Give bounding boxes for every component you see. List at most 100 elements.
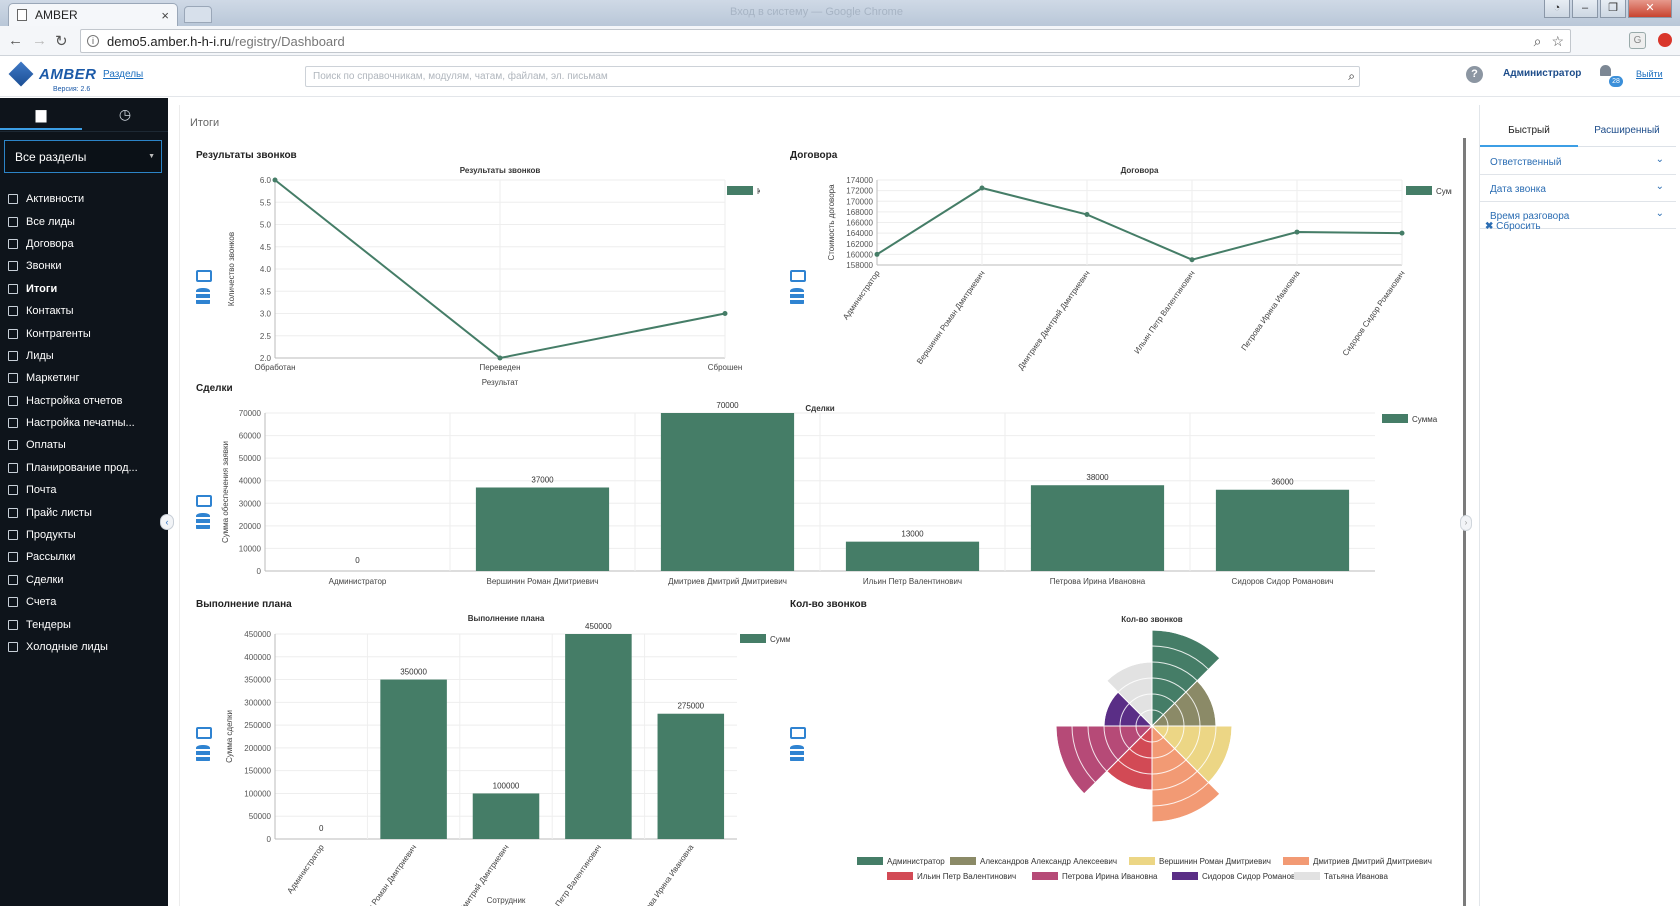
sidebar-item[interactable]: Рассылки [0,546,168,568]
sidebar-item[interactable]: Маркетинг [0,367,168,389]
folder-icon[interactable]: ▆ [0,106,82,130]
maximize-icon[interactable]: ❐ [1600,0,1626,18]
legend-swatch [1406,186,1432,195]
bookmark-star-icon[interactable]: ☆ [1551,32,1564,49]
sidebar-item-label: Контрагенты [26,327,91,340]
panel-title-contracts: Договора [790,150,838,161]
sidebar-item[interactable]: Сделки [0,569,168,591]
export-icon[interactable] [790,270,806,282]
database-icon[interactable] [790,745,804,763]
sidebar-item[interactable]: Лиды [0,345,168,367]
export-icon[interactable] [196,495,212,507]
sidebar-item[interactable]: Контакты [0,300,168,322]
data-label: 36000 [1271,478,1294,487]
sidebar-item[interactable]: Продукты [0,524,168,546]
sidebar-item-label: Продукты [26,529,76,542]
export-icon[interactable] [790,727,806,739]
export-icon[interactable] [196,727,212,739]
y-tick-label: 3.0 [260,310,272,319]
filter-call-date[interactable]: Дата звонка ⌄ [1480,175,1676,202]
dashboard: Итоги Результаты звонков Договора Сделки… [179,105,1466,906]
database-icon[interactable] [196,513,210,531]
database-icon[interactable] [196,745,210,763]
reset-filters-link[interactable]: ✖ Сбросить [1485,221,1541,232]
x-axis-label: Результат [482,378,519,387]
sidebar-item[interactable]: Планирование прод... [0,457,168,479]
legend-label: Сидоров Сидор Романович [1202,872,1304,881]
info-icon[interactable]: i [87,35,99,47]
sidebar-item[interactable]: Прайс листы [0,501,168,523]
y-tick-label: 50000 [249,812,272,821]
search-icon[interactable]: ⌕ [1348,69,1355,83]
sidebar-tabs: ▆ ◷ [0,98,168,132]
forward-icon[interactable]: → [32,32,47,49]
sidebar-item-label: Холодные лиды [26,641,108,653]
database-icon[interactable] [790,288,804,306]
sidebar-item[interactable]: Оплаты [0,434,168,456]
x-tick-label: Администратор [841,269,882,322]
x-tick-label: Петрова Ирина Ивановна [633,843,695,906]
help-icon[interactable]: ? [1466,66,1483,83]
url-path: /registry/Dashboard [231,33,345,49]
user-icon[interactable]: ◔ [1544,0,1570,18]
sidebar-item[interactable]: Контрагенты [0,322,168,344]
filter-call-duration[interactable]: Время разговора ⌄ [1480,202,1676,229]
window-title: Вход в систему — Google Chrome [730,6,903,18]
close-icon[interactable]: × [161,7,169,23]
sidebar-item[interactable]: Договора [0,233,168,255]
back-icon[interactable]: ← [8,32,23,49]
reload-icon[interactable]: ↻ [55,33,68,50]
filter-responsible[interactable]: Ответственный ⌄ [1480,148,1676,175]
sidebar-item[interactable]: Почта [0,479,168,501]
sidebar-item[interactable]: Активности [0,188,168,210]
data-point [1189,257,1195,263]
sidebar-item[interactable]: Все лиды [0,210,168,232]
sections-link[interactable]: Разделы [103,69,144,80]
y-tick-label: 6.0 [260,176,272,185]
sidebar-item[interactable]: Счета [0,591,168,613]
browser-tab[interactable]: AMBER × [8,3,178,26]
panel-title-deals: Сделки [196,383,233,394]
extension-icon[interactable]: G [1629,32,1646,49]
panel-title-call-count: Кол-во звонков [790,599,867,610]
search-placeholder: Поиск по справочникам, модулям, чатам, ф… [313,71,608,82]
sidebar-item-label: Лиды [26,349,54,362]
sidebar-item[interactable]: Итоги [0,278,168,300]
leads-icon [8,216,18,227]
window-close-icon[interactable]: ✕ [1628,0,1672,18]
logout-link[interactable]: Выйти [1636,69,1663,79]
planning-icon [8,462,18,473]
clock-icon[interactable]: ◷ [118,106,132,122]
x-tick-label: Сидоров Сидор Романович [1232,577,1334,586]
bell-icon[interactable] [1597,63,1613,79]
filter-panel-toggle-icon[interactable]: › [1460,515,1472,531]
sections-select[interactable]: Все разделы ▼ [4,140,162,173]
logo-text: AMBER [39,66,97,83]
database-icon[interactable] [196,288,210,306]
sidebar-item[interactable]: Холодные лиды [0,636,168,658]
y-tick-label: 30000 [239,499,262,508]
y-tick-label: 250000 [244,721,271,730]
sidebar-item-label: Счета [26,596,57,609]
zoom-icon[interactable]: ⌕ [1533,32,1542,49]
export-icon[interactable] [196,270,212,282]
extension-red-icon[interactable] [1658,33,1672,47]
y-tick-label: 450000 [244,630,271,639]
new-tab-button[interactable] [184,6,212,23]
address-bar[interactable]: i demo5.amber.h-h-i.ru/registry/Dashboar… [80,29,1571,53]
data-point [979,185,985,191]
tab-quick[interactable]: Быстрый [1480,125,1578,147]
tab-advanced[interactable]: Расширенный [1594,125,1660,136]
sidebar-item[interactable]: Звонки [0,255,168,277]
user-name[interactable]: Администратор [1503,68,1582,79]
sidebar-item[interactable]: Настройка печатны... [0,412,168,434]
sidebar-collapse-icon[interactable]: ‹ [160,514,174,530]
tenders-icon [8,619,18,630]
y-axis-label: Сумма обеспечения заявки [221,441,230,543]
logo[interactable]: AMBER Версия: 2.6 [8,61,96,95]
y-tick-label: 40000 [239,477,262,486]
global-search-input[interactable]: Поиск по справочникам, модулям, чатам, ф… [305,66,1360,87]
sidebar-item[interactable]: Тендеры [0,613,168,635]
sidebar-item[interactable]: Настройка отчетов [0,390,168,412]
minimize-icon[interactable]: – [1572,0,1598,18]
